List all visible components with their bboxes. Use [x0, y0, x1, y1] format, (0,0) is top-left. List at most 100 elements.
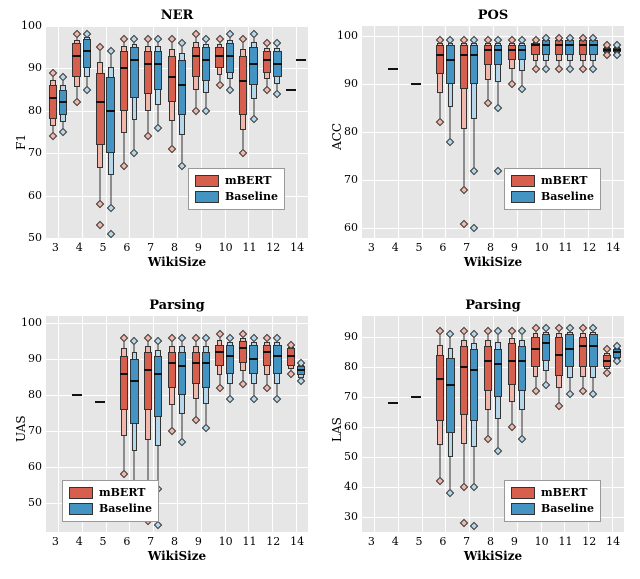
grid-line [422, 316, 423, 532]
grid-line [398, 26, 399, 238]
xtick-label: 7 [147, 241, 154, 254]
xtick-label: 9 [511, 535, 518, 548]
legend-row: Baseline [511, 189, 594, 205]
ytick-label: 60 [28, 189, 42, 202]
grid-line [46, 238, 308, 239]
ytick-label: 50 [344, 450, 358, 463]
legend-pos: mBERT Baseline [504, 168, 601, 210]
ylabel-uas: UAS [14, 415, 28, 442]
xtick-label: 4 [76, 241, 83, 254]
xtick-label: 14 [290, 535, 304, 548]
grid-line [58, 316, 59, 532]
grid-line [422, 26, 423, 238]
single-marker [95, 401, 105, 403]
xtick-label: 5 [416, 241, 423, 254]
ytick-label: 40 [344, 480, 358, 493]
legend-label: Baseline [541, 190, 594, 203]
legend-swatch [511, 503, 535, 515]
ytick-label: 90 [344, 330, 358, 343]
ytick-label: 70 [28, 424, 42, 437]
xtick-label: 9 [511, 241, 518, 254]
xlabel: WikiSize [362, 255, 624, 269]
legend-las: mBERT Baseline [504, 480, 601, 522]
xtick-label: 14 [606, 535, 620, 548]
legend-swatch [511, 175, 535, 187]
xtick-label: 7 [147, 535, 154, 548]
xtick-label: 5 [100, 535, 107, 548]
legend-label: mBERT [541, 486, 587, 499]
ytick-label: 70 [28, 146, 42, 159]
xtick-label: 8 [171, 241, 178, 254]
single-marker [72, 394, 82, 396]
xtick-label: 3 [368, 535, 375, 548]
xtick-label: 6 [123, 241, 130, 254]
xlabel: WikiSize [362, 549, 624, 563]
xtick-label: 7 [463, 241, 470, 254]
ytick-label: 60 [344, 420, 358, 433]
ytick-label: 90 [28, 61, 42, 74]
xtick-label: 11 [558, 535, 572, 548]
xtick-label: 12 [582, 241, 596, 254]
title-las: Parsing [362, 298, 624, 313]
xtick-label: 3 [368, 241, 375, 254]
grid-line [398, 316, 399, 532]
ytick-label: 60 [344, 221, 358, 234]
xtick-label: 12 [266, 241, 280, 254]
grid-line [177, 26, 178, 238]
legend-label: mBERT [541, 174, 587, 187]
xtick-label: 11 [242, 241, 256, 254]
xtick-label: 10 [535, 241, 549, 254]
xlabel: WikiSize [46, 255, 308, 269]
ytick-label: 90 [28, 352, 42, 365]
title-uas: Parsing [46, 298, 308, 313]
legend-swatch [511, 191, 535, 203]
single-marker [296, 59, 306, 61]
xtick-label: 12 [582, 535, 596, 548]
xtick-label: 11 [242, 535, 256, 548]
legend-label: mBERT [225, 174, 271, 187]
single-marker [411, 83, 421, 85]
xtick-label: 4 [76, 535, 83, 548]
ytick-label: 80 [28, 104, 42, 117]
ytick-label: 80 [344, 360, 358, 373]
legend-ner: mBERT Baseline [188, 168, 285, 210]
xtick-label: 6 [439, 241, 446, 254]
grid-line [177, 316, 178, 532]
xtick-label: 6 [123, 535, 130, 548]
ytick-label: 30 [344, 510, 358, 523]
legend-label: mBERT [99, 486, 145, 499]
grid-line [296, 26, 297, 238]
title-pos: POS [362, 8, 624, 23]
legend-swatch [511, 487, 535, 499]
xtick-label: 4 [392, 241, 399, 254]
ytick-label: 60 [28, 460, 42, 473]
xtick-label: 14 [290, 241, 304, 254]
ytick-label: 70 [344, 173, 358, 186]
xtick-label: 9 [195, 535, 202, 548]
ylabel-pos: ACC [330, 123, 344, 150]
grid-line [374, 316, 375, 532]
grid-line [374, 26, 375, 238]
single-marker [388, 68, 398, 70]
xtick-label: 9 [195, 241, 202, 254]
single-marker [286, 89, 296, 91]
grid-line [201, 316, 202, 532]
legend-uas: mBERTBaseline [62, 480, 159, 522]
ytick-label: 50 [28, 496, 42, 509]
ytick-label: 70 [344, 390, 358, 403]
xtick-label: 11 [558, 241, 572, 254]
legend-label: Baseline [541, 502, 594, 515]
ytick-label: 50 [28, 231, 42, 244]
legend-row: mBERT [69, 485, 152, 501]
single-marker [388, 402, 398, 404]
xtick-label: 8 [487, 241, 494, 254]
grid-line [612, 26, 613, 238]
legend-swatch [69, 487, 93, 499]
grid-line [296, 316, 297, 532]
xtick-label: 5 [100, 241, 107, 254]
ytick-label: 80 [344, 125, 358, 138]
legend-row: Baseline [195, 189, 278, 205]
xtick-label: 10 [219, 241, 233, 254]
xlabel: WikiSize [46, 549, 308, 563]
legend-row: mBERT [195, 173, 278, 189]
